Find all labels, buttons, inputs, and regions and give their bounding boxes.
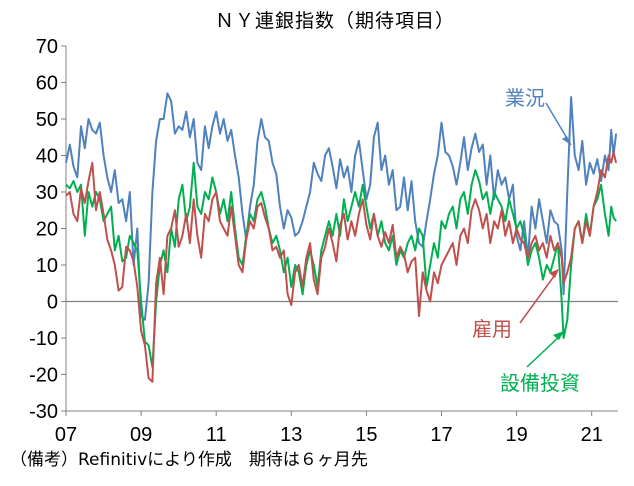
x-axis-ticks: 07 09 11 13 15 17 19 21 <box>55 411 603 446</box>
capex-label-leader <box>526 333 563 368</box>
series-lines <box>65 92 618 383</box>
x-tick-label: 17 <box>430 424 452 446</box>
employment-label-leader <box>519 271 558 324</box>
chart-title: ＮＹ連銀指数（期待項目） <box>215 10 455 32</box>
y-tick-label: -10 <box>29 328 58 350</box>
series-line-business-conditions <box>65 92 618 321</box>
x-tick-label: 13 <box>280 424 302 446</box>
x-tick-label: 07 <box>55 424 77 446</box>
x-tick-label: 09 <box>130 424 152 446</box>
source-note: （備考）Refinitivにより作成 期待は６ヶ月先 <box>10 450 368 470</box>
business-label-arrowhead <box>562 136 571 145</box>
y-tick-label: -20 <box>29 365 58 387</box>
series-label-employment: 雇用 <box>472 317 512 341</box>
y-tick-label: 60 <box>36 73 58 95</box>
y-tick-label: 10 <box>36 255 58 277</box>
series-annotations: 業況 雇用 設備投資 <box>472 86 580 395</box>
y-tick-label: 50 <box>36 109 58 131</box>
series-line-employment <box>65 150 618 383</box>
x-tick-label: 21 <box>581 424 603 446</box>
employment-label-arrowhead <box>549 269 559 278</box>
y-tick-label: 30 <box>36 182 58 204</box>
y-tick-label: 70 <box>36 36 58 58</box>
y-tick-label: 20 <box>36 219 58 241</box>
x-tick-label: 15 <box>355 424 377 446</box>
x-tick-label: 11 <box>206 424 227 446</box>
y-tick-label: -30 <box>29 401 58 423</box>
y-tick-label: 40 <box>36 146 58 168</box>
y-axis-ticks: -30 -20 -10 0 10 20 30 40 50 60 70 <box>29 36 66 423</box>
series-label-capital-expenditure: 設備投資 <box>500 371 580 395</box>
series-line-capital-expenditure <box>65 161 617 369</box>
series-label-business-conditions: 業況 <box>505 86 545 110</box>
capex-label-arrowhead <box>553 331 564 340</box>
y-tick-label: 0 <box>47 292 58 314</box>
x-tick-label: 19 <box>505 424 527 446</box>
